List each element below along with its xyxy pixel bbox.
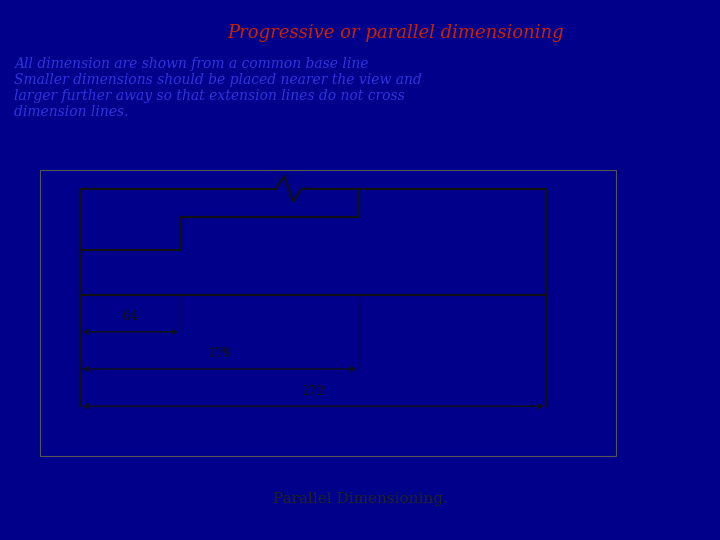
Text: 272: 272 bbox=[302, 384, 325, 397]
Text: 64: 64 bbox=[122, 310, 138, 323]
Text: Parallel Dimensioning.: Parallel Dimensioning. bbox=[273, 492, 447, 507]
Text: All dimension are shown from a common base line
Smaller dimensions should be pla: All dimension are shown from a common ba… bbox=[14, 57, 422, 119]
Text: 179: 179 bbox=[208, 347, 231, 360]
Text: Progressive or parallel dimensioning: Progressive or parallel dimensioning bbox=[228, 24, 564, 42]
